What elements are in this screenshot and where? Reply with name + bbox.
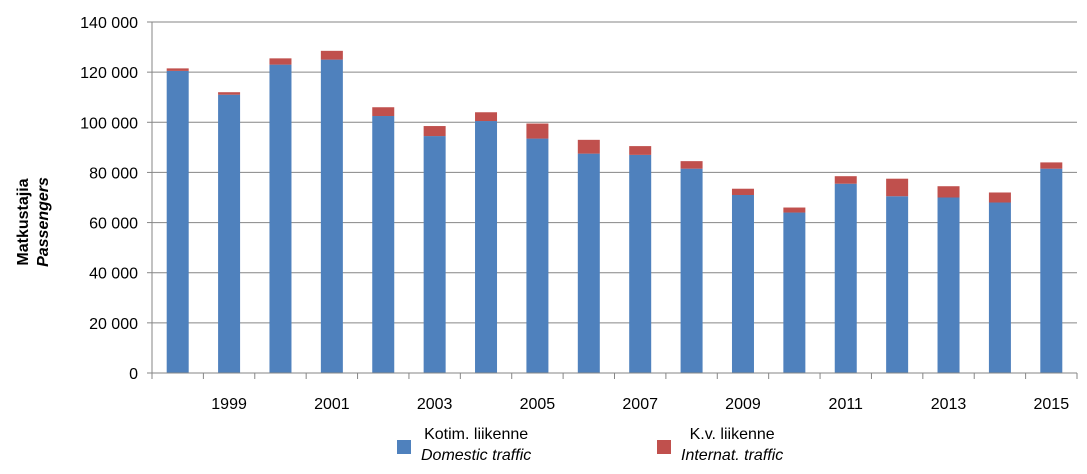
y-tick-labels: 0 20 000 40 000 60 000 80 000 100 000 120 000 1…: [80, 15, 138, 383]
y-tick-label: 60 000: [89, 216, 138, 233]
bar-domestic: [988, 202, 1011, 373]
bar-domestic: [834, 183, 857, 373]
grid-lines: [152, 21, 1077, 324]
bar-domestic: [475, 121, 498, 374]
bar-domestic: [423, 136, 446, 373]
x-tick-label: 2009: [725, 396, 761, 413]
y-tick-label: 80 000: [89, 165, 138, 182]
bar-international: [783, 207, 806, 213]
x-tick-label: 2011: [829, 396, 864, 413]
y-tick-label: 120 000: [80, 65, 138, 82]
legend-sublabel-international: Internat. traffic: [681, 447, 784, 464]
y-axis-title: Matkustajia Passengers: [15, 177, 52, 267]
y-tick-label: 0: [129, 366, 138, 383]
bar-international: [475, 112, 498, 122]
y-axis-sublabel: Passengers: [35, 177, 52, 267]
y-tick-label: 140 000: [80, 15, 138, 32]
bar-domestic: [886, 196, 909, 373]
axes: [147, 21, 1078, 379]
bar-international: [937, 186, 960, 198]
bar-international: [423, 126, 446, 137]
bar-international: [731, 188, 754, 195]
bar-domestic: [937, 197, 960, 373]
legend-sublabel-domestic: Domestic traffic: [421, 447, 532, 464]
bar-domestic: [680, 168, 703, 373]
bar-international: [886, 178, 909, 197]
x-tick-label: 1999: [211, 396, 247, 413]
bar-domestic: [1040, 168, 1063, 373]
x-tick-label: 2005: [520, 396, 556, 413]
bar-international: [218, 92, 241, 95]
y-axis-label: Matkustajia: [15, 178, 32, 265]
legend-swatch-international: [657, 440, 671, 454]
bar-international: [320, 50, 343, 60]
y-tick-label: 20 000: [89, 316, 138, 333]
bar-domestic: [320, 59, 343, 373]
bar-international: [269, 58, 292, 65]
bar-domestic: [526, 138, 549, 373]
bar-domestic: [577, 153, 600, 373]
chart-canvas: 0 20 000 40 000 60 000 80 000 100 000 120 000 1…: [15, 15, 1078, 413]
legend: Kotim. liikenne Domestic traffic K.v. li…: [0, 424, 1087, 474]
bar-international: [577, 139, 600, 154]
y-tick-label: 40 000: [89, 266, 138, 283]
x-tick-label: 2007: [622, 396, 658, 413]
bar-international: [988, 192, 1011, 203]
bars: [166, 50, 1063, 374]
x-tick-labels: 1999 2001 2003 2005 2007 2009 2011 2013 2015: [211, 396, 1069, 413]
bar-domestic: [166, 70, 189, 373]
bar-international: [834, 176, 857, 184]
x-tick-label: 2015: [1034, 396, 1070, 413]
legend-label-international: K.v. liikenne: [689, 426, 775, 443]
x-tick-label: 2003: [417, 396, 453, 413]
y-tick-label: 100 000: [80, 115, 138, 132]
bar-international: [629, 146, 652, 155]
bar-international: [372, 107, 395, 117]
bar-domestic: [783, 212, 806, 373]
legend-item-international: K.v. liikenne Internat. traffic: [657, 424, 783, 466]
bar-international: [166, 68, 189, 71]
legend-label-domestic: Kotim. liikenne: [424, 426, 529, 443]
bar-domestic: [629, 154, 652, 373]
bar-domestic: [731, 194, 754, 373]
legend-item-domestic: Kotim. liikenne Domestic traffic: [397, 424, 531, 466]
bar-domestic: [218, 94, 241, 373]
x-tick-label: 2001: [314, 396, 350, 413]
legend-swatch-domestic: [397, 440, 411, 454]
bar-domestic: [269, 64, 292, 373]
bar-international: [680, 161, 703, 169]
bar-international: [1040, 162, 1063, 169]
bar-international: [526, 123, 549, 139]
x-tick-label: 2013: [931, 396, 967, 413]
bar-domestic: [372, 116, 395, 374]
